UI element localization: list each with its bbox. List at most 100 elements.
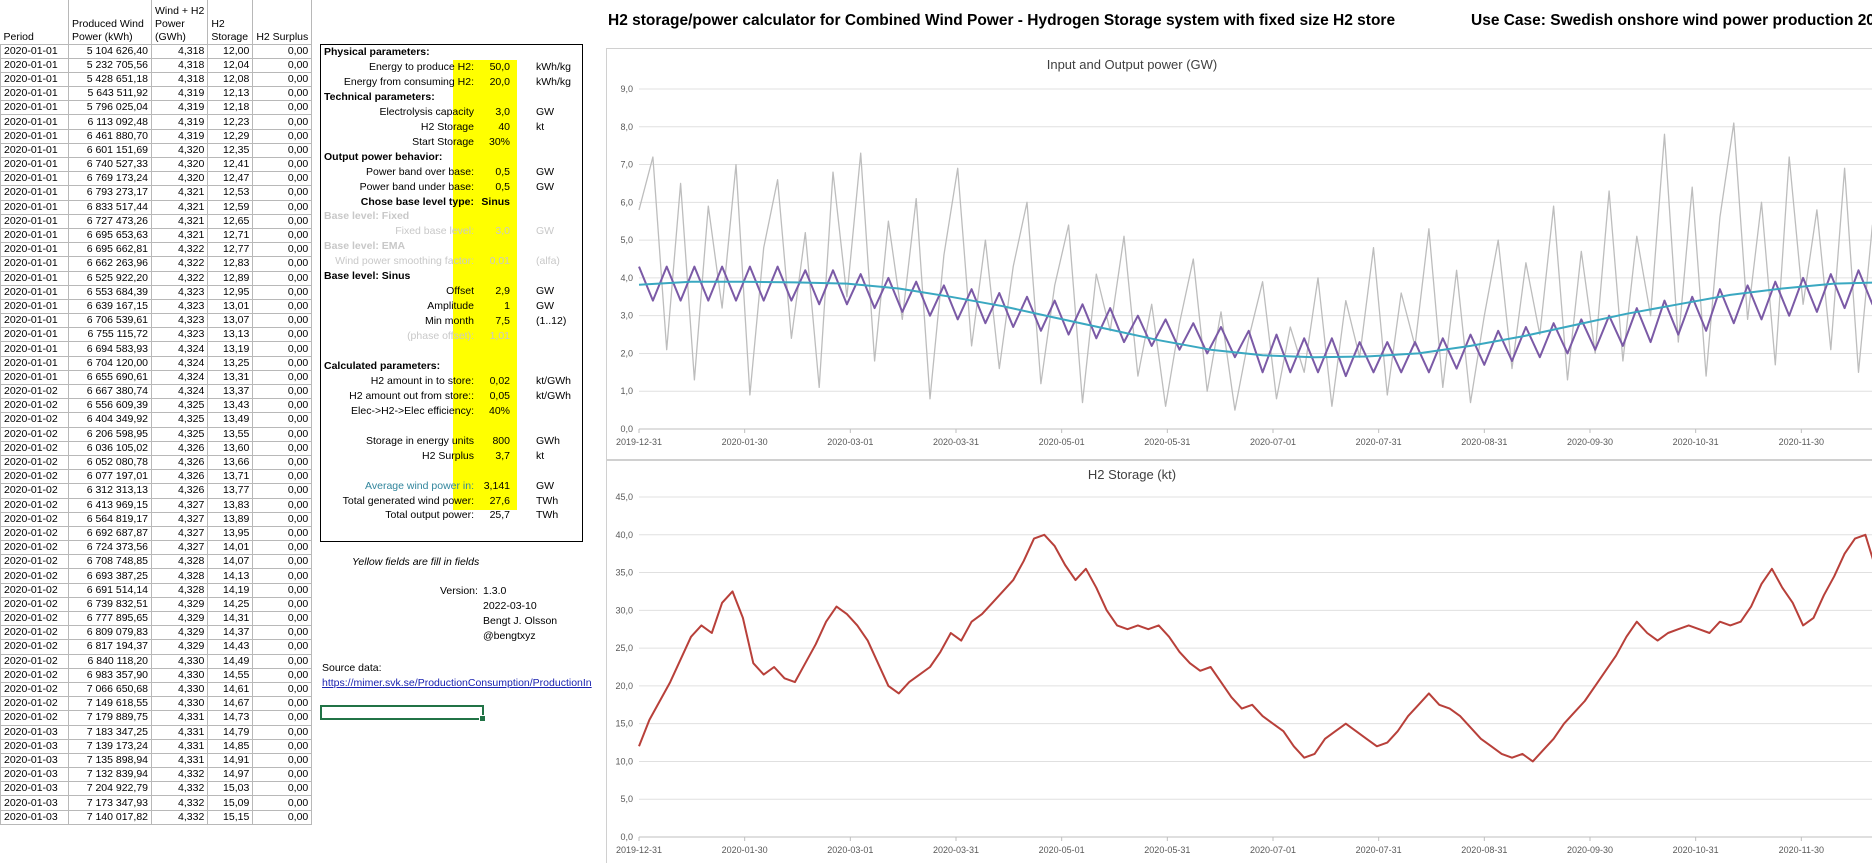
table-cell[interactable]: 7 140 017,82: [68, 809, 152, 825]
table-cell[interactable]: 4,320: [150, 171, 209, 187]
table-cell[interactable]: 0,00: [252, 398, 313, 414]
table-cell[interactable]: 4,326: [150, 469, 209, 485]
table-cell[interactable]: 12,59: [207, 199, 254, 215]
param-value[interactable]: 2,9: [495, 285, 510, 298]
table-cell[interactable]: 0,00: [252, 469, 313, 485]
table-cell[interactable]: 4,323: [150, 284, 209, 300]
table-cell[interactable]: 0,00: [252, 199, 313, 215]
table-cell[interactable]: 13,77: [207, 483, 254, 499]
table-cell[interactable]: 7 066 650,68: [68, 681, 152, 698]
table-cell[interactable]: 13,19: [207, 341, 254, 357]
table-cell[interactable]: 0,00: [252, 525, 313, 542]
table-cell[interactable]: 12,71: [207, 227, 254, 244]
power-chart-series-base[interactable]: [638, 280, 1872, 359]
table-cell[interactable]: 0,00: [252, 71, 313, 88]
table-cell[interactable]: 0,00: [252, 625, 313, 641]
table-cell[interactable]: 13,60: [207, 440, 254, 456]
table-cell[interactable]: 13,07: [207, 313, 254, 329]
table-cell[interactable]: 6 739 832,51: [68, 596, 152, 613]
table-cell[interactable]: 4,330: [150, 667, 209, 683]
selected-cell[interactable]: [320, 705, 486, 722]
table-cell[interactable]: 4,329: [150, 639, 209, 655]
table-cell[interactable]: 6 793 273,17: [68, 185, 152, 201]
table-cell[interactable]: 6 706 539,61: [68, 313, 152, 329]
table-cell[interactable]: 13,01: [207, 298, 254, 315]
param-value[interactable]: 3,7: [495, 449, 510, 462]
table-cell[interactable]: 0,00: [252, 100, 313, 116]
table-cell[interactable]: 0,00: [252, 185, 313, 201]
table-cell[interactable]: 2020-01-01: [0, 313, 69, 329]
header-period[interactable]: Period: [0, 0, 69, 44]
param-value[interactable]: 20,0: [489, 75, 510, 88]
param-value[interactable]: 0,05: [489, 389, 510, 402]
table-cell[interactable]: 2020-01-01: [0, 298, 69, 315]
table-cell[interactable]: 4,319: [150, 86, 209, 102]
table-cell[interactable]: 4,323: [150, 313, 209, 329]
table-cell[interactable]: 4,323: [150, 298, 209, 315]
table-cell[interactable]: 7 179 889,75: [68, 710, 152, 726]
table-cell[interactable]: 13,71: [207, 469, 254, 485]
table-cell[interactable]: 4,328: [150, 568, 209, 584]
param-value[interactable]: 7,5: [495, 315, 510, 328]
table-cell[interactable]: 2020-01-03: [0, 767, 69, 783]
table-cell[interactable]: 13,95: [207, 525, 254, 542]
table-cell[interactable]: 7 183 347,25: [68, 724, 152, 740]
table-cell[interactable]: 0,00: [252, 284, 313, 300]
table-cell[interactable]: 5 643 511,92: [68, 86, 152, 102]
table-cell[interactable]: 14,97: [207, 767, 254, 783]
table-cell[interactable]: 12,23: [207, 114, 254, 130]
table-cell[interactable]: 5 104 626,40: [68, 43, 152, 59]
power-chart-series-wind[interactable]: [638, 122, 1872, 411]
table-cell[interactable]: 14,73: [207, 710, 254, 726]
table-cell[interactable]: 13,13: [207, 327, 254, 343]
table-cell[interactable]: 0,00: [252, 809, 313, 825]
table-cell[interactable]: 6 695 662,81: [68, 242, 152, 258]
table-cell[interactable]: 4,332: [150, 795, 209, 811]
table-cell[interactable]: 0,00: [252, 483, 313, 499]
table-cell[interactable]: 14,67: [207, 696, 254, 712]
table-cell[interactable]: 2020-01-02: [0, 525, 69, 542]
table-cell[interactable]: 4,324: [150, 355, 209, 371]
table-cell[interactable]: 6 694 583,93: [68, 341, 152, 357]
table-cell[interactable]: 14,13: [207, 568, 254, 584]
table-cell[interactable]: 12,41: [207, 156, 254, 173]
table-cell[interactable]: 6 662 263,96: [68, 256, 152, 272]
table-cell[interactable]: 2020-01-01: [0, 227, 69, 244]
table-cell[interactable]: 6 983 357,90: [68, 667, 152, 683]
table-cell[interactable]: 2020-01-02: [0, 440, 69, 456]
header-wind-h2-power[interactable]: Wind + H2 Power (GWh): [151, 0, 209, 44]
table-cell[interactable]: 0,00: [252, 327, 313, 343]
table-cell[interactable]: 0,00: [252, 752, 313, 769]
table-cell[interactable]: 5 428 651,18: [68, 71, 152, 88]
table-cell[interactable]: 4,319: [150, 100, 209, 116]
table-cell[interactable]: 2020-01-02: [0, 497, 69, 513]
table-cell[interactable]: 2020-01-02: [0, 511, 69, 527]
table-cell[interactable]: 12,95: [207, 284, 254, 300]
table-cell[interactable]: 2020-01-02: [0, 398, 69, 414]
table-cell[interactable]: 13,49: [207, 412, 254, 428]
table-cell[interactable]: 4,324: [150, 383, 209, 400]
table-cell[interactable]: 7 173 347,93: [68, 795, 152, 811]
param-value[interactable]: 0,02: [489, 374, 510, 387]
table-cell[interactable]: 12,29: [207, 128, 254, 144]
table-cell[interactable]: 15,03: [207, 781, 254, 797]
table-cell[interactable]: 0,00: [252, 171, 313, 187]
table-cell[interactable]: 2020-01-02: [0, 568, 69, 584]
table-cell[interactable]: 6 769 173,24: [68, 171, 152, 187]
table-cell[interactable]: 2020-01-01: [0, 327, 69, 343]
table-cell[interactable]: 4,321: [150, 185, 209, 201]
table-cell[interactable]: 14,91: [207, 752, 254, 769]
table-cell[interactable]: 4,330: [150, 681, 209, 698]
table-cell[interactable]: 4,318: [150, 43, 209, 59]
table-cell[interactable]: 4,332: [150, 767, 209, 783]
table-cell[interactable]: 4,325: [150, 426, 209, 442]
table-cell[interactable]: 6 704 120,00: [68, 355, 152, 371]
param-value[interactable]: 27,6: [489, 494, 510, 507]
table-cell[interactable]: 5 232 705,56: [68, 57, 152, 73]
table-cell[interactable]: 2020-01-01: [0, 185, 69, 201]
table-cell[interactable]: 4,324: [150, 341, 209, 357]
table-cell[interactable]: 0,00: [252, 426, 313, 442]
table-cell[interactable]: 13,25: [207, 355, 254, 371]
param-value[interactable]: 800: [492, 434, 510, 447]
table-cell[interactable]: 0,00: [252, 540, 313, 556]
